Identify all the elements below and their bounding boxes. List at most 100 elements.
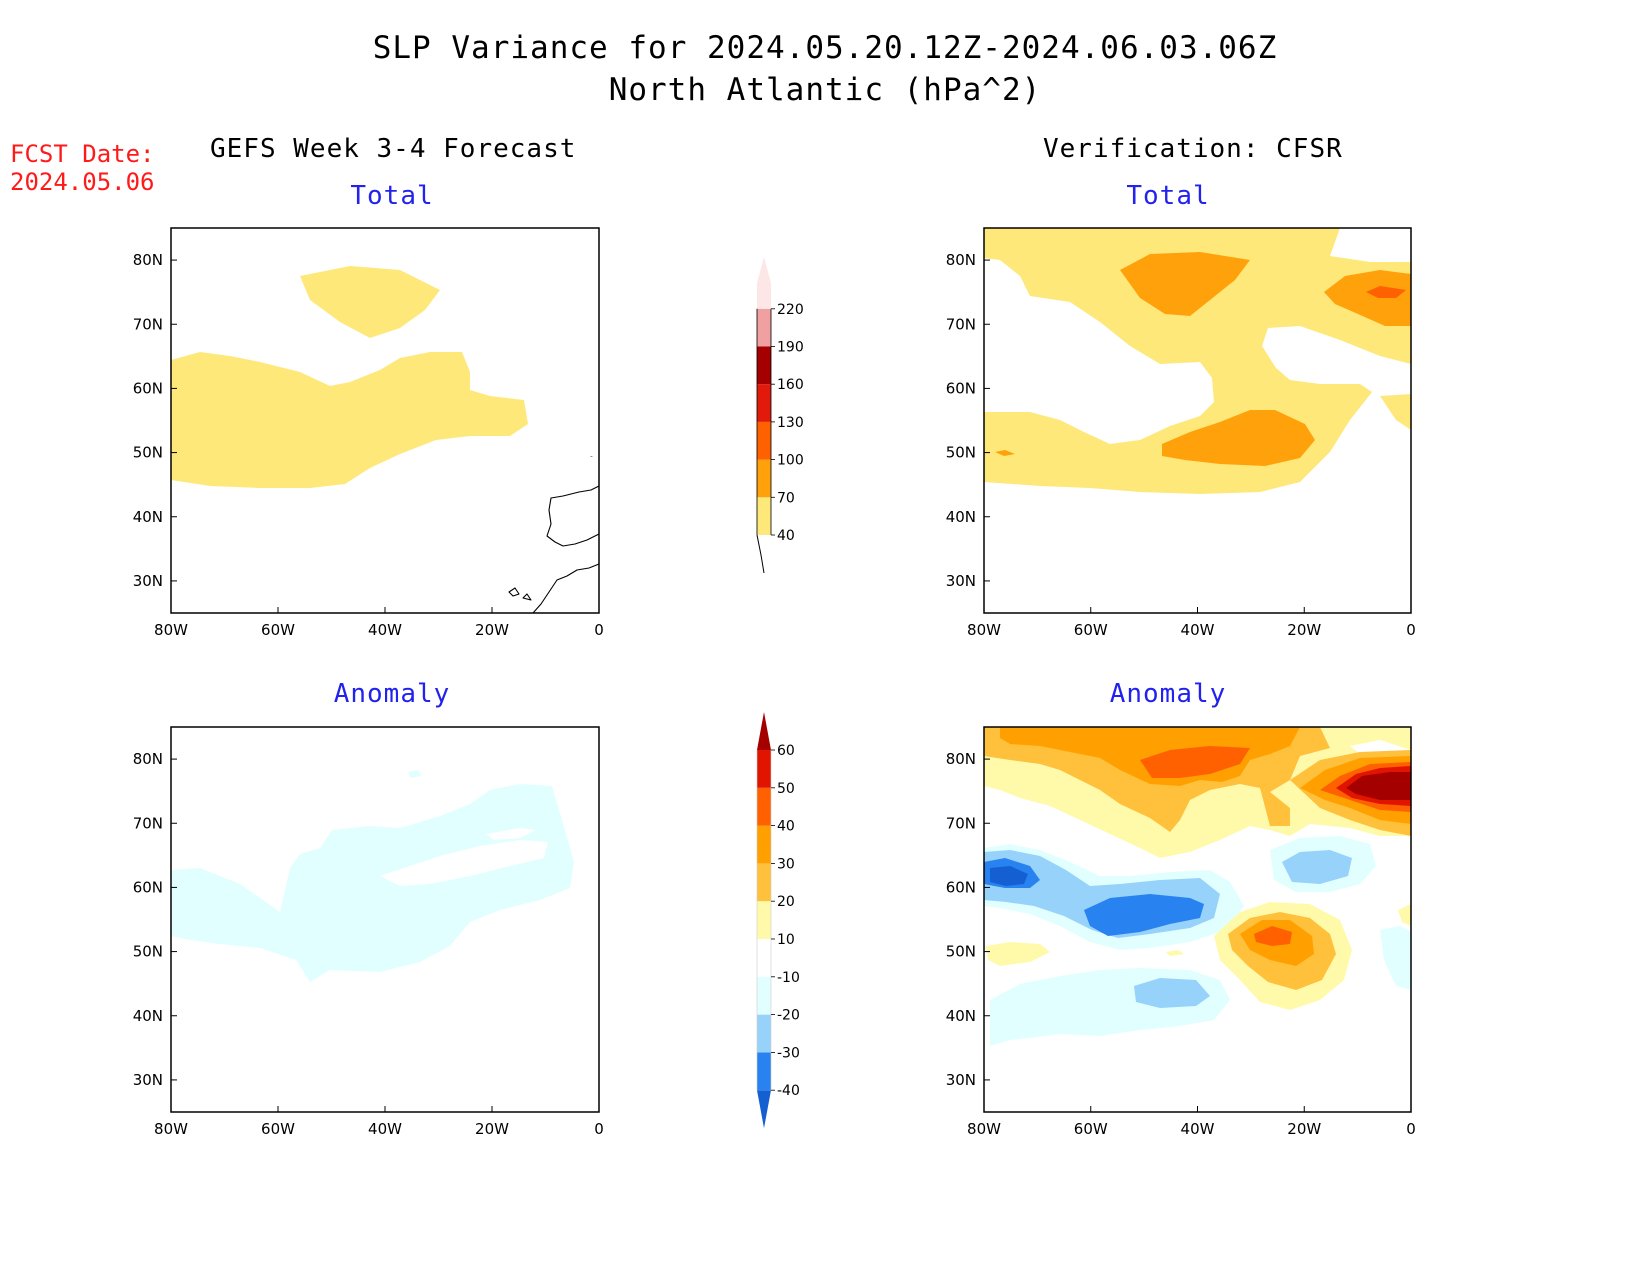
verification-anomaly-shade-paleyellow-west xyxy=(986,942,1050,966)
forecast-total-lon-tick-label: 40W xyxy=(368,621,402,639)
verification-anomaly-shade-paleyellow-east xyxy=(1398,904,1411,926)
verification-anomaly-map: 80W 60W 40W 20W 0 30N 40N 50N 60N 70N 80N xyxy=(946,726,1416,1138)
colorbar-anomaly-label: -40 xyxy=(777,1083,800,1099)
colorbar-anomaly-box xyxy=(757,825,771,864)
forecast-date-value: 2024.05.06 xyxy=(10,168,155,196)
colorbar-anomaly-box xyxy=(757,863,771,902)
forecast-total-lat-tick-label: 60N xyxy=(133,379,163,397)
colorbar-total-bottom-extension xyxy=(756,534,765,574)
colorbar-total-label: 130 xyxy=(777,415,804,431)
colorbar-anomaly-box xyxy=(757,976,771,1015)
verification-anomaly-shade-cyan-south xyxy=(990,968,1230,1046)
verification-anomaly-lat-tick-label: 70N xyxy=(946,814,976,832)
verification-total-shade-orange-atlantic xyxy=(1162,410,1315,466)
verification-total-shading xyxy=(984,228,1411,494)
colorbar-anomaly-label: 10 xyxy=(777,932,795,948)
verification-anomaly-lat-tick-label: 80N xyxy=(946,750,976,768)
forecast-total-lat-tick-label: 40N xyxy=(133,508,163,526)
forecast-anomaly-shading xyxy=(171,770,574,982)
colorbar-anomaly-box xyxy=(757,750,771,788)
colorbar-anomaly-label: -30 xyxy=(777,1045,800,1061)
forecast-total-title: Total xyxy=(350,181,434,211)
forecast-anomaly-lat-tick-label: 80N xyxy=(133,750,163,768)
forecast-anomaly-lon-tick-label: 60W xyxy=(261,1120,295,1138)
verification-anomaly-shading xyxy=(984,727,1411,1046)
forecast-anomaly-lon-tick-label: 80W xyxy=(154,1120,188,1138)
verification-total-title: Total xyxy=(1126,181,1210,211)
forecast-total-lon-tick-label: 80W xyxy=(154,621,188,639)
colorbar-anomaly-label: -20 xyxy=(777,1008,800,1024)
chart-title: SLP Variance for 2024.05.20.12Z-2024.06.… xyxy=(372,30,1278,66)
verification-total-lon-tick-label: 20W xyxy=(1287,621,1321,639)
verification-anomaly-shade-darkorange-top xyxy=(1140,746,1250,778)
verification-total-shade-yellow-east xyxy=(1380,394,1411,430)
colorbar-anomaly-bottom-triangle xyxy=(757,1090,771,1129)
colorbar-anomaly-box xyxy=(757,939,771,977)
forecast-anomaly-map: 80W 60W 40W 20W 0 30N 40N 50N 60N 70N 80N xyxy=(133,726,604,1138)
verification-anomaly-title: Anomaly xyxy=(1109,679,1227,709)
forecast-anomaly-lat-tick-label: 50N xyxy=(133,943,163,961)
colorbar-total-box xyxy=(757,346,771,385)
forecast-total-axes: 80W 60W 40W 20W 0 30N 40N 50N 60N 70N 80N xyxy=(133,251,604,639)
verification-total-lon-tick-label: 60W xyxy=(1074,621,1108,639)
colorbar-total-label: 70 xyxy=(777,490,795,506)
verification-anomaly-lon-tick-label: 60W xyxy=(1074,1120,1108,1138)
forecast-total-lat-tick-label: 70N xyxy=(133,315,163,333)
forecast-date-label: FCST Date: xyxy=(10,140,155,168)
colorbar-anomaly-label: 30 xyxy=(777,856,795,872)
forecast-total-lon-tick-label: 0 xyxy=(594,621,604,639)
verification-anomaly-lat-tick-label: 50N xyxy=(946,943,976,961)
colorbar-total-label: 160 xyxy=(777,377,804,393)
forecast-total-lat-tick-label: 80N xyxy=(133,251,163,269)
verification-anomaly-lat-tick-label: 30N xyxy=(946,1071,976,1089)
colorbar-total-box xyxy=(757,308,771,347)
right-column-header: Verification: CFSR xyxy=(1043,134,1343,164)
verification-total-lat-tick-label: 60N xyxy=(946,379,976,397)
verification-anomaly-shade-lightblue-south xyxy=(1134,978,1210,1008)
verification-anomaly-axes: 80W 60W 40W 20W 0 30N 40N 50N 60N 70N 80N xyxy=(946,750,1416,1138)
verification-total-lat-tick-label: 30N xyxy=(946,572,976,590)
colorbar-total-label: 220 xyxy=(777,302,804,318)
colorbar-anomaly-box xyxy=(757,901,771,939)
verification-total-lat-tick-label: 50N xyxy=(946,444,976,462)
verification-total-shade-orange-small xyxy=(995,450,1015,456)
colorbar-anomaly-top-triangle xyxy=(757,712,771,750)
verification-anomaly-lon-tick-label: 0 xyxy=(1406,1120,1416,1138)
colorbar-total-box xyxy=(757,497,771,535)
verification-anomaly-lat-tick-label: 40N xyxy=(946,1007,976,1025)
verification-total-map: 80W 60W 40W 20W 0 30N 40N 50N 60N 70N 80N xyxy=(946,227,1416,639)
colorbar-anomaly-label: 40 xyxy=(777,819,795,835)
forecast-anomaly-lat-tick-label: 40N xyxy=(133,1007,163,1025)
colorbar-anomaly-box xyxy=(757,787,771,826)
colorbar-anomaly-box xyxy=(757,1014,771,1053)
colorbar-anomaly-label: -10 xyxy=(777,970,800,986)
forecast-anomaly-lon-tick-label: 20W xyxy=(475,1120,509,1138)
verification-anomaly-lon-tick-label: 40W xyxy=(1181,1120,1215,1138)
verification-anomaly-shade-darkred-east xyxy=(1346,772,1411,800)
colorbar-anomaly-label: 20 xyxy=(777,894,795,910)
verification-anomaly-shade-paleyellow-small xyxy=(1166,950,1184,956)
colorbar-total-label: 40 xyxy=(777,528,795,544)
forecast-anomaly-title: Anomaly xyxy=(333,679,451,709)
verification-total-lon-tick-label: 80W xyxy=(967,621,1001,639)
verification-total-lat-tick-label: 80N xyxy=(946,251,976,269)
forecast-total-lat-tick-label: 30N xyxy=(133,572,163,590)
forecast-anomaly-axes: 80W 60W 40W 20W 0 30N 40N 50N 60N 70N 80N xyxy=(133,750,604,1138)
colorbar-total-top-extension xyxy=(757,257,771,309)
verification-total-axes: 80W 60W 40W 20W 0 30N 40N 50N 60N 70N 80N xyxy=(946,251,1416,639)
colorbar-total-box xyxy=(757,384,771,422)
forecast-total-shade-greenland xyxy=(300,266,440,338)
colorbar-total-label: 190 xyxy=(777,340,804,356)
verification-total-lat-tick-label: 40N xyxy=(946,508,976,526)
forecast-anomaly-shade-cyan xyxy=(171,784,574,982)
verification-anomaly-shade-darkblue-labrador xyxy=(990,866,1028,886)
colorbar-total-label: 100 xyxy=(777,453,804,469)
verification-total-shade-orange-greenland xyxy=(1120,252,1250,316)
colorbar-anomaly-box xyxy=(757,1052,771,1091)
colorbar-total-box xyxy=(757,459,771,498)
verification-anomaly-lat-tick-label: 60N xyxy=(946,878,976,896)
verification-anomaly-lon-tick-label: 20W xyxy=(1287,1120,1321,1138)
forecast-total-map: 80W 60W 40W 20W 0 30N 40N 50N 60N 70N 80N xyxy=(133,227,604,639)
forecast-anomaly-lat-tick-label: 30N xyxy=(133,1071,163,1089)
